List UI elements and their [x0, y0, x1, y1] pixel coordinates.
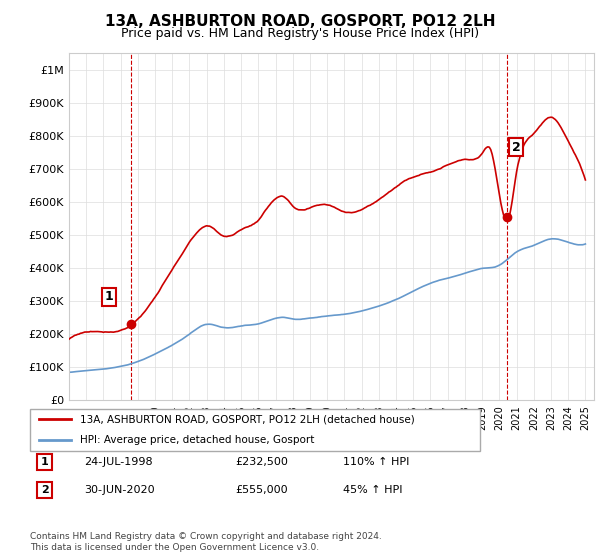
Text: 13A, ASHBURTON ROAD, GOSPORT, PO12 2LH (detached house): 13A, ASHBURTON ROAD, GOSPORT, PO12 2LH (…: [79, 414, 414, 424]
FancyBboxPatch shape: [30, 409, 480, 451]
Text: £232,500: £232,500: [235, 457, 288, 467]
Text: 24-JUL-1998: 24-JUL-1998: [84, 457, 152, 467]
Text: 45% ↑ HPI: 45% ↑ HPI: [343, 485, 403, 495]
Text: 2: 2: [512, 141, 520, 154]
Text: £555,000: £555,000: [235, 485, 288, 495]
Text: 2: 2: [41, 485, 49, 495]
Text: Price paid vs. HM Land Registry's House Price Index (HPI): Price paid vs. HM Land Registry's House …: [121, 27, 479, 40]
Text: 30-JUN-2020: 30-JUN-2020: [84, 485, 155, 495]
Text: 13A, ASHBURTON ROAD, GOSPORT, PO12 2LH: 13A, ASHBURTON ROAD, GOSPORT, PO12 2LH: [105, 14, 495, 29]
Text: HPI: Average price, detached house, Gosport: HPI: Average price, detached house, Gosp…: [79, 435, 314, 445]
Text: 1: 1: [105, 291, 113, 304]
Text: Contains HM Land Registry data © Crown copyright and database right 2024.
This d: Contains HM Land Registry data © Crown c…: [30, 532, 382, 552]
Text: 110% ↑ HPI: 110% ↑ HPI: [343, 457, 410, 467]
Text: 1: 1: [41, 457, 49, 467]
